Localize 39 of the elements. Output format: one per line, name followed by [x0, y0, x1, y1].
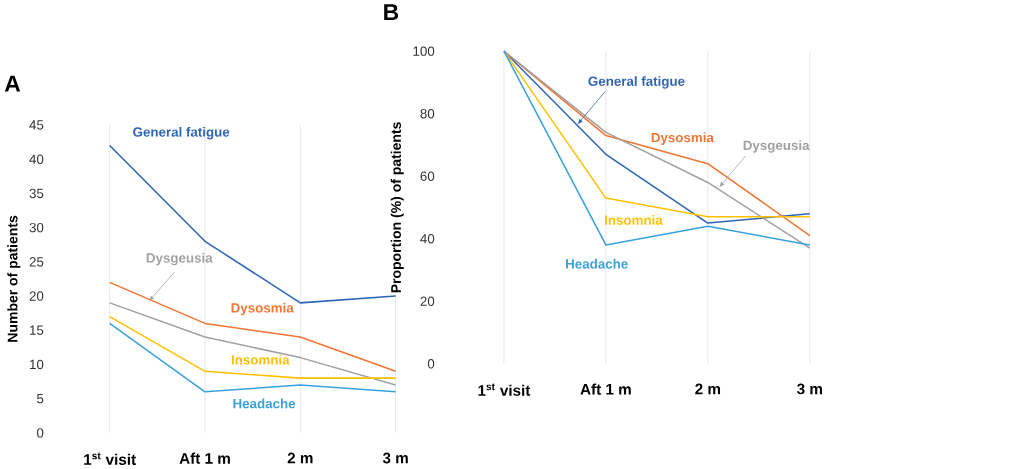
chart-title: A — [4, 75, 21, 92]
x-tick-label: 3 m — [382, 452, 408, 464]
y-tick-label: 80 — [420, 108, 435, 119]
text: General fatigue — [588, 76, 685, 89]
series-label: Dysosmia — [231, 302, 294, 316]
y-tick-label: 20 — [29, 291, 44, 301]
line-series — [108, 302, 397, 386]
x-tick-label: 3 m — [797, 383, 822, 395]
series-label: General fatigue — [133, 126, 230, 140]
text: Dysgeusia — [743, 140, 810, 153]
series-label: Headache — [233, 398, 296, 409]
y-axis-title: Number of patients — [7, 215, 21, 342]
x-tick-label: 1$^{st}$ visit — [84, 452, 136, 465]
y-tick-label: 0 — [36, 428, 44, 438]
y-tick-label: 20 — [420, 296, 435, 306]
series-label: Insomnia — [231, 354, 290, 365]
y-tick-label: 10 — [30, 359, 44, 370]
y-tick-label: 40 — [29, 154, 44, 164]
series-label: Headache — [566, 258, 628, 269]
x-tick-label: 2 m — [287, 452, 313, 464]
x-tick-label: 1$^{st}$ visit — [478, 383, 531, 396]
x-tick-label: 2 m — [695, 383, 721, 395]
y-axis-title: Proportion (%) of patients — [390, 122, 404, 293]
text: Dysgeusia — [146, 252, 213, 266]
y-tick-label: 25 — [29, 257, 44, 267]
y-tick-label: 60 — [420, 171, 435, 181]
chart-title: B — [384, 4, 399, 20]
y-tick-label: 15 — [30, 325, 44, 335]
y-tick-label: 0 — [427, 358, 435, 369]
y-tick-label: 5 — [36, 393, 44, 404]
y-tick-label: 35 — [29, 188, 44, 199]
series-label: Insomnia — [605, 214, 663, 225]
y-tick-label: 45 — [29, 120, 44, 130]
series-label: Dysosmia — [651, 132, 714, 145]
y-tick-label: 30 — [29, 222, 44, 233]
x-tick-label: Aft 1 m — [580, 383, 631, 395]
y-tick-label: 100 — [413, 46, 435, 56]
x-tick-label: Aft 1 m — [179, 452, 230, 464]
y-tick-label: 40 — [420, 233, 435, 244]
